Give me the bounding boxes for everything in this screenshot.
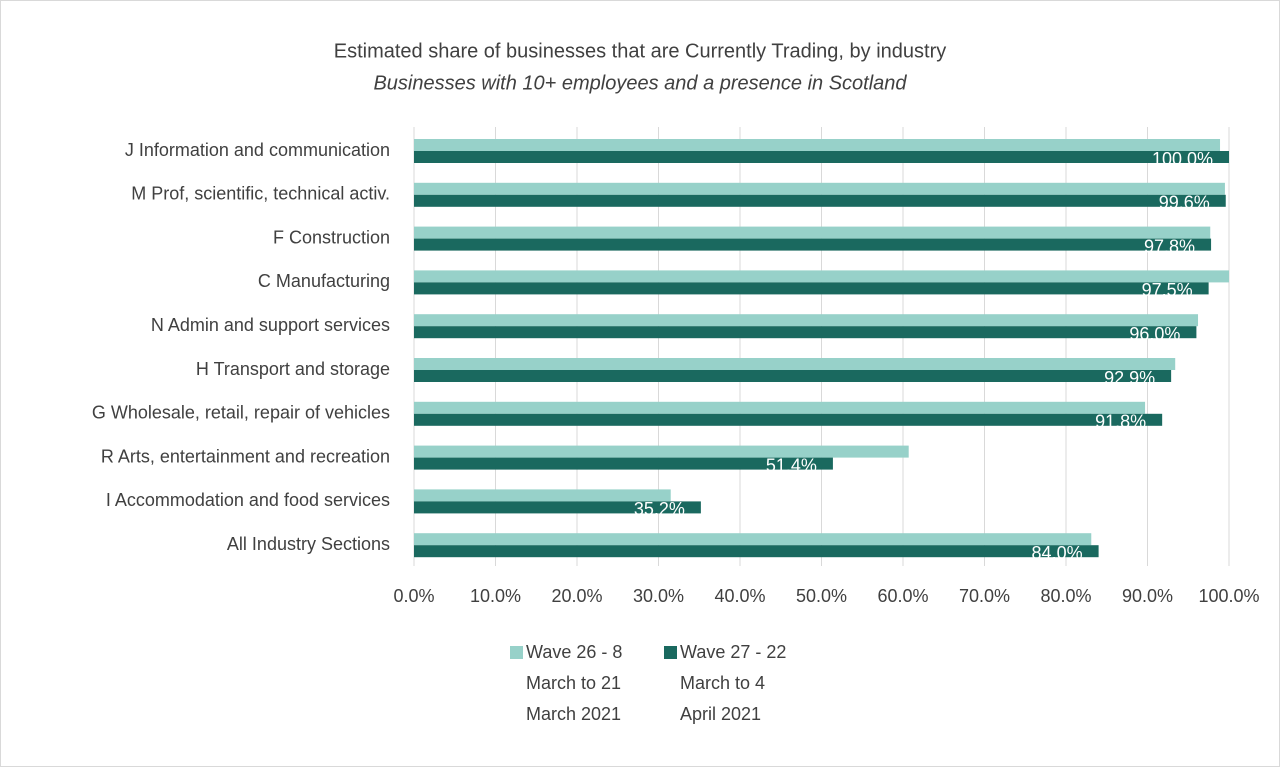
bar xyxy=(414,282,1209,295)
x-tick-label: 10.0% xyxy=(470,586,521,606)
y-tick-label: J Information and communication xyxy=(125,140,390,160)
x-tick-label: 20.0% xyxy=(551,586,602,606)
y-tick-label: All Industry Sections xyxy=(227,534,390,554)
bar xyxy=(414,533,1092,546)
value-label: 84.0% xyxy=(1032,543,1083,563)
bar xyxy=(414,151,1229,163)
bar xyxy=(414,314,1199,327)
legend-swatch xyxy=(510,646,523,659)
bar xyxy=(414,358,1176,370)
chart-title: Estimated share of businesses that are C… xyxy=(334,40,947,62)
value-label: 51.4% xyxy=(766,455,817,475)
value-label: 91.8% xyxy=(1095,412,1146,432)
x-tick-label: 60.0% xyxy=(877,586,928,606)
value-label: 97.5% xyxy=(1142,280,1193,300)
bar xyxy=(414,401,1146,414)
bar xyxy=(414,370,1172,382)
chart-subtitle: Businesses with 10+ employees and a pres… xyxy=(373,72,907,94)
bar xyxy=(414,139,1221,151)
legend-item: Wave 27 - 22 March to 4 April 2021 xyxy=(664,637,804,730)
bar xyxy=(414,226,1211,239)
value-label: 96.0% xyxy=(1129,324,1180,344)
x-tick-label: 0.0% xyxy=(393,586,434,606)
x-tick-label: 70.0% xyxy=(959,586,1010,606)
x-tick-label: 50.0% xyxy=(796,586,847,606)
y-tick-label: M Prof, scientific, technical activ. xyxy=(131,184,390,204)
legend: Wave 26 - 8 March to 21 March 2021 Wave 2… xyxy=(510,637,804,730)
y-tick-label: N Admin and support services xyxy=(151,315,390,335)
bar xyxy=(414,326,1197,339)
y-tick-label: R Arts, entertainment and recreation xyxy=(101,446,390,466)
bar xyxy=(414,194,1226,207)
y-tick-label: C Manufacturing xyxy=(258,271,390,291)
y-tick-label: G Wholesale, retail, repair of vehicles xyxy=(92,403,390,423)
bar xyxy=(414,182,1225,195)
legend-label: Wave 26 - 8 March to 21 March 2021 xyxy=(526,642,623,724)
x-tick-label: 80.0% xyxy=(1040,586,1091,606)
bar xyxy=(414,238,1212,251)
value-label: 92.9% xyxy=(1104,368,1155,388)
y-tick-label: I Accommodation and food services xyxy=(106,490,390,510)
x-tick-label: 40.0% xyxy=(714,586,765,606)
bar xyxy=(414,413,1163,426)
x-tick-label: 90.0% xyxy=(1122,586,1173,606)
value-label: 97.8% xyxy=(1144,236,1195,256)
legend-label: Wave 27 - 22 March to 4 April 2021 xyxy=(680,642,787,724)
legend-swatch xyxy=(664,646,677,659)
y-tick-label: H Transport and storage xyxy=(196,359,390,379)
bar xyxy=(414,501,701,514)
bar xyxy=(414,445,909,458)
bar xyxy=(414,457,833,470)
bar xyxy=(414,270,1229,283)
x-tick-label: 100.0% xyxy=(1198,586,1259,606)
y-tick-label: F Construction xyxy=(273,227,390,247)
value-label: 99.6% xyxy=(1159,193,1210,213)
bar xyxy=(414,489,671,502)
x-tick-label: 30.0% xyxy=(633,586,684,606)
value-label: 35.2% xyxy=(634,499,685,519)
legend-item: Wave 26 - 8 March to 21 March 2021 xyxy=(510,637,650,730)
value-label: 100.0% xyxy=(1152,149,1213,169)
bar xyxy=(414,545,1099,558)
